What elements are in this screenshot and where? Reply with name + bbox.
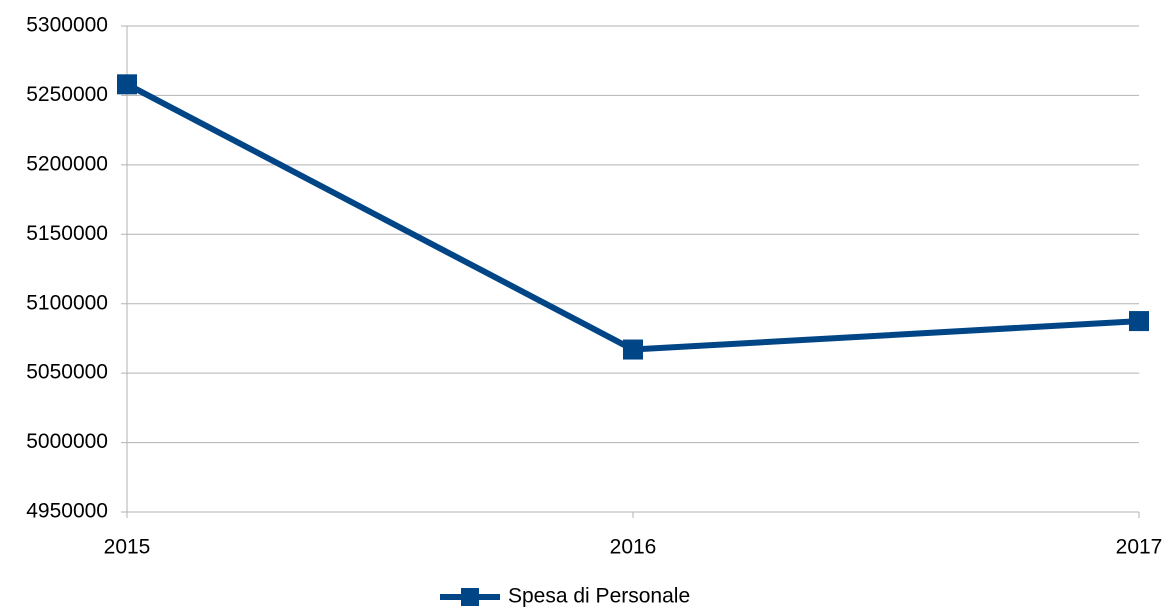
y-tick-label: 5150000	[26, 222, 108, 245]
y-tick-label: 5100000	[26, 291, 108, 314]
point-marker	[1129, 311, 1149, 332]
y-tick-label: 5050000	[26, 361, 108, 384]
legend-marker	[461, 588, 479, 606]
line-series	[125, 81, 1140, 353]
y-tick-label: 4950000	[26, 500, 108, 523]
y-tick-label: 5000000	[26, 430, 108, 453]
point-marker	[117, 74, 137, 95]
point-marker	[623, 339, 643, 360]
x-tick-label: 2016	[610, 536, 657, 559]
y-tick-label: 5200000	[26, 152, 108, 175]
legend-label: Spesa di Personale	[508, 585, 690, 608]
y-tick-label: 5300000	[26, 14, 108, 37]
x-tick-label: 2015	[104, 536, 151, 559]
x-tick-label: 2017	[1116, 536, 1163, 559]
y-tick-label: 5250000	[26, 83, 108, 106]
